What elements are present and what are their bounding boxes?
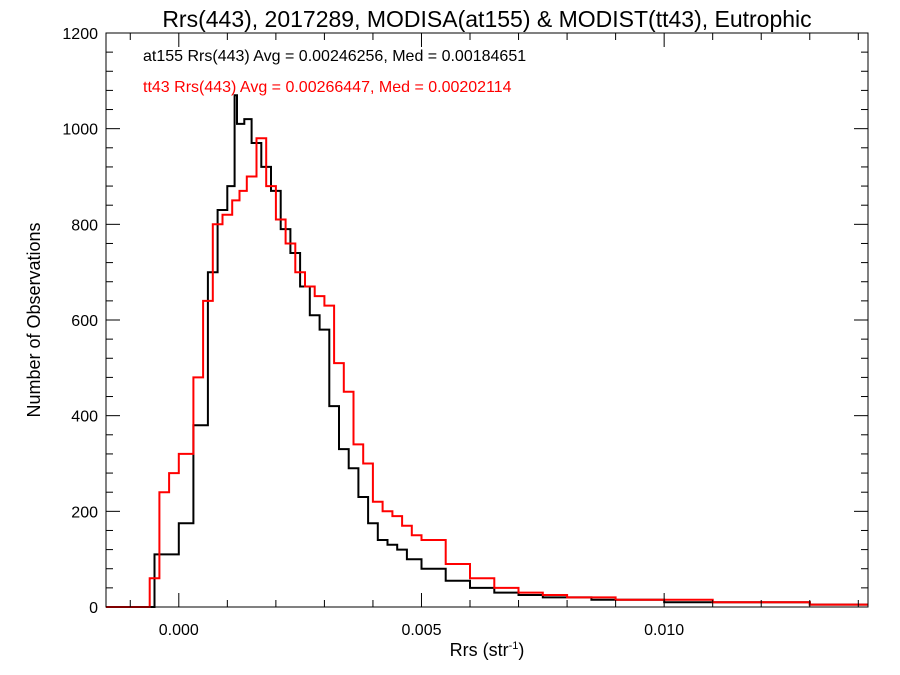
legend-entry-at155: at155 Rrs(443) Avg = 0.00246256, Med = 0… xyxy=(143,48,526,65)
x-tick-label: 0.005 xyxy=(401,622,441,639)
y-tick-label: 1200 xyxy=(62,26,98,43)
y-tick-label: 800 xyxy=(71,217,98,234)
series-line-at155 xyxy=(106,94,868,608)
series-line-tt43 xyxy=(106,137,868,608)
series-layer xyxy=(106,94,868,608)
x-tick-label: 0.000 xyxy=(159,622,199,639)
x-axis-label-sup: -1 xyxy=(509,640,519,652)
axes-layer: 0 200 400 600 800 1000 1200 0.000 0.005 0.010 xyxy=(62,26,868,639)
y-tick-label: 400 xyxy=(71,409,98,426)
x-axis-label-close: ) xyxy=(518,640,524,660)
x-axis-label-main: Rrs (str xyxy=(450,640,509,660)
chart-title: Rrs(443), 2017289, MODISA(at155) & MODIS… xyxy=(162,6,811,32)
plot-frame xyxy=(105,32,869,608)
y-tick-label: 600 xyxy=(71,313,98,330)
x-axis-label: Rrs (str-1) xyxy=(450,640,525,660)
y-tick-label: 200 xyxy=(71,504,98,521)
y-tick-label: 0 xyxy=(89,600,98,617)
y-axis-label: Number of Observations xyxy=(24,222,44,417)
legend-entry-tt43: tt43 Rrs(443) Avg = 0.00266447, Med = 0.… xyxy=(143,79,512,96)
x-tick-label: 0.010 xyxy=(644,622,684,639)
y-tick-label: 1000 xyxy=(62,122,98,139)
